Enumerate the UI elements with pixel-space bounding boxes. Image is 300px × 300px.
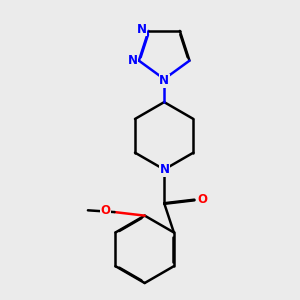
Text: N: N [159,74,169,87]
Text: N: N [128,54,137,67]
Text: N: N [160,163,170,176]
Text: O: O [101,204,111,217]
Text: N: N [136,22,146,36]
Text: O: O [197,193,207,206]
